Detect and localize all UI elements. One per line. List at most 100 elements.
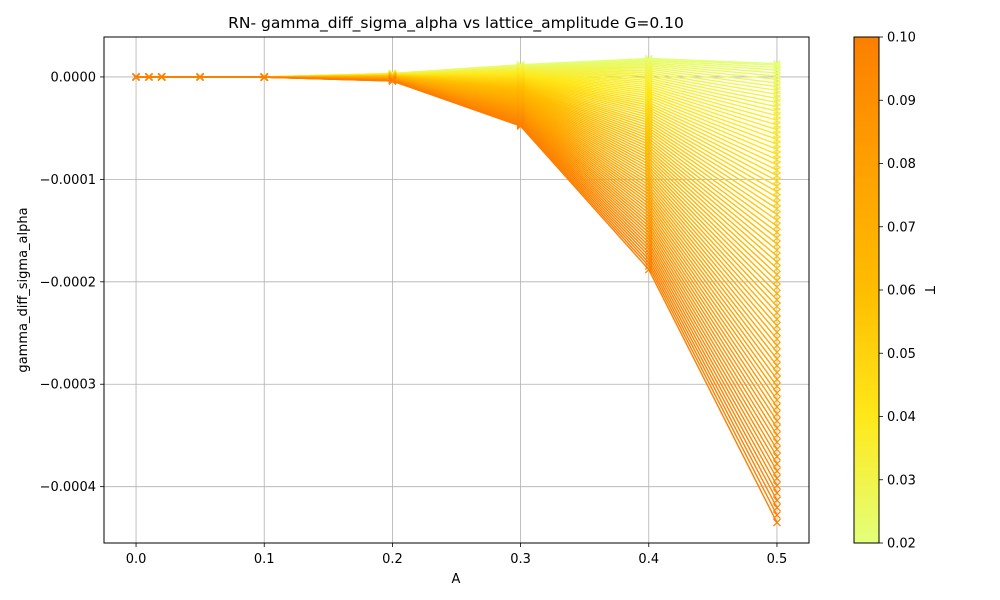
chart-title: RN- gamma_diff_sigma_alpha vs lattice_am…: [228, 14, 684, 33]
x-tick-label: 0.3: [510, 552, 531, 567]
x-tick-label: 0.1: [254, 552, 275, 567]
x-axis-ticks: 0.0 0.1 0.2 0.3 0.4 0.5: [126, 543, 788, 567]
colorbar-tick-label: 0.06: [887, 284, 916, 299]
data-point-marker: [644, 187, 653, 196]
data-point-marker: [773, 368, 781, 377]
series-group: [132, 54, 781, 527]
data-point-marker: [132, 73, 140, 81]
data-point-marker: [260, 73, 269, 82]
data-point-marker: [644, 222, 653, 230]
y-axis-ticks: 0.0000 −0.0001 −0.0002 −0.0003 −0.0004: [40, 70, 104, 495]
colorbar-ticks: 0.02 0.03 0.04 0.05 0.06 0.07 0.08 0.09 0.10: [879, 31, 916, 552]
y-tick-label: −0.0002: [40, 275, 96, 290]
data-point-marker: [644, 193, 653, 202]
data-point-marker: [644, 202, 653, 211]
colorbar: [853, 36, 880, 544]
data-point-marker: [144, 73, 153, 81]
data-point-marker: [773, 375, 781, 384]
data-point-marker: [773, 518, 781, 527]
data-point-marker: [773, 341, 781, 350]
data-point-marker: [773, 348, 781, 357]
data-point-marker: [773, 302, 781, 311]
series-line: [136, 76, 778, 457]
data-point-marker: [644, 215, 653, 224]
y-tick-label: −0.0003: [40, 378, 96, 393]
data-point-marker: [644, 209, 653, 218]
colorbar-tick-label: 0.07: [887, 220, 916, 235]
data-point-marker: [516, 122, 525, 131]
data-point-marker: [157, 73, 166, 81]
colorbar-tick-label: 0.02: [887, 537, 916, 552]
data-point-marker: [644, 251, 653, 260]
data-point-marker: [773, 283, 781, 292]
series-T: [132, 73, 781, 425]
data-point-marker: [773, 355, 781, 363]
data-point-marker: [773, 204, 781, 213]
data-point-marker: [644, 184, 653, 193]
data-point-marker: [644, 235, 653, 244]
series-line: [136, 76, 778, 276]
data-point-marker: [644, 190, 653, 199]
data-point-marker: [644, 258, 653, 267]
data-point-marker: [773, 264, 781, 273]
colorbar-tick-label: 0.10: [887, 31, 916, 46]
data-point-marker: [773, 222, 781, 231]
x-tick-label: 0.0: [126, 552, 147, 567]
data-point-marker: [773, 321, 781, 330]
data-point-marker: [773, 335, 781, 343]
data-point-marker: [644, 262, 653, 271]
data-point-marker: [773, 199, 781, 207]
data-point-marker: [773, 240, 781, 248]
series-line: [136, 76, 778, 415]
data-point-marker: [773, 187, 781, 196]
series-T: [132, 73, 781, 468]
series-T: [132, 73, 781, 377]
data-point-marker: [644, 212, 653, 221]
y-tick-label: −0.0001: [40, 173, 96, 188]
data-point-marker: [644, 255, 653, 264]
x-axis-label: A: [452, 572, 461, 587]
x-tick-label: 0.4: [638, 552, 659, 567]
series-line: [136, 76, 778, 465]
data-point-marker: [773, 59, 781, 68]
data-point-marker: [644, 238, 653, 247]
data-point-marker: [773, 216, 781, 225]
data-point-marker: [773, 234, 781, 242]
data-point-marker: [773, 193, 781, 202]
y-tick-label: 0.0000: [51, 70, 97, 85]
data-point-marker: [773, 75, 781, 84]
data-point-marker: [644, 199, 653, 208]
y-tick-label: −0.0004: [40, 480, 96, 495]
data-point-marker: [516, 121, 525, 130]
data-point-marker: [196, 73, 205, 81]
data-point-marker: [773, 289, 781, 298]
colorbar-tick-label: 0.03: [887, 473, 916, 488]
data-point-marker: [773, 258, 781, 267]
data-point-marker: [773, 182, 781, 191]
colorbar-tick-label: 0.04: [887, 410, 916, 425]
data-point-marker: [644, 225, 653, 234]
data-point-marker: [773, 246, 781, 254]
data-point-marker: [644, 241, 653, 250]
data-point-marker: [773, 72, 781, 81]
x-tick-label: 0.5: [767, 552, 788, 567]
data-point-marker: [773, 210, 781, 219]
series-line: [136, 76, 778, 523]
data-point-marker: [773, 228, 781, 236]
data-point-marker: [644, 265, 653, 274]
data-point-marker: [644, 206, 653, 214]
x-tick-label: 0.2: [382, 552, 403, 567]
series-T: [132, 73, 781, 527]
colorbar-tick-label: 0.05: [887, 347, 916, 362]
colorbar-tick-label: 0.08: [887, 157, 916, 172]
series-line: [136, 76, 778, 422]
data-point-marker: [773, 252, 781, 260]
colorbar-tick-label: 0.09: [887, 94, 916, 109]
data-point-marker: [644, 196, 653, 205]
data-point-marker: [773, 270, 781, 279]
y-axis-label: gamma_diff_sigma_alpha: [16, 207, 31, 372]
data-point-marker: [773, 276, 781, 285]
data-point-marker: [773, 382, 781, 391]
data-point-marker: [644, 231, 653, 240]
data-point-marker: [773, 328, 781, 337]
